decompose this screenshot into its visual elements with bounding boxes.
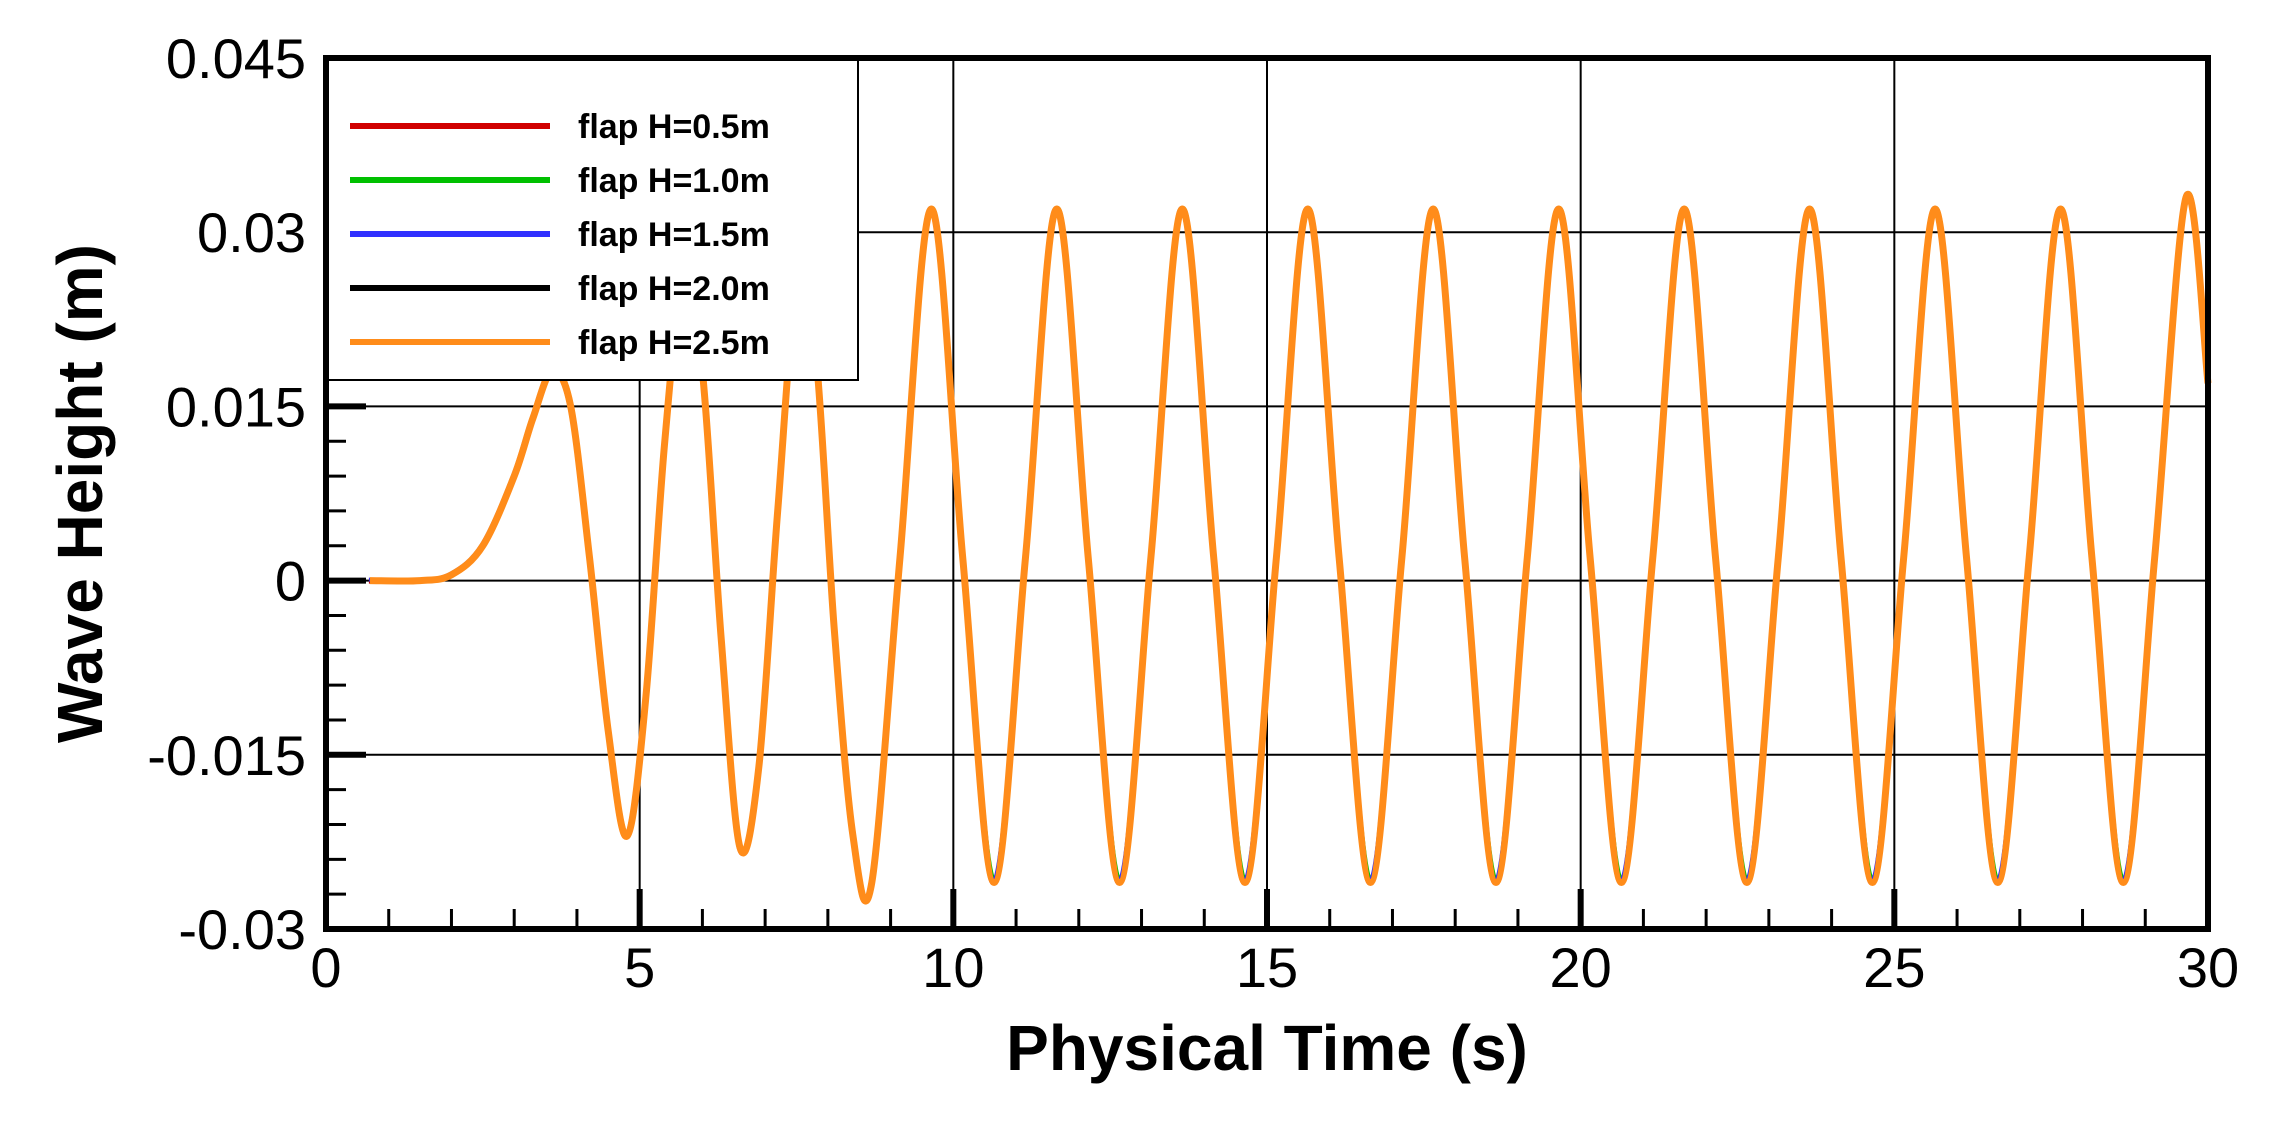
- y-tick-label: 0.045: [166, 27, 306, 90]
- y-tick-label: -0.03: [178, 898, 306, 961]
- legend-box: [327, 59, 859, 381]
- series-line: [369, 190, 2212, 905]
- x-tick-label: 30: [2177, 936, 2239, 999]
- x-axis-title: Physical Time (s): [1006, 1012, 1528, 1084]
- legend-label: flap H=1.0m: [578, 162, 770, 200]
- x-tick-label: 25: [1863, 936, 1925, 999]
- x-tick-label: 20: [1550, 936, 1612, 999]
- legend-label: flap H=0.5m: [578, 108, 770, 146]
- series-layer: [368, 190, 2212, 905]
- y-axis-title: Wave Height (m): [44, 244, 116, 743]
- y-tick-label: 0.015: [166, 375, 306, 438]
- x-tick-label: 5: [624, 936, 655, 999]
- legend: flap H=0.5m flap H=1.0m flap H=1.5m flap H=…: [327, 59, 859, 381]
- y-tick-label: 0: [275, 550, 306, 613]
- y-tick-label: 0.03: [197, 201, 306, 264]
- tick-layer: 0 5 10 15 20 25 30 -0.03 -0.015 0 0.015 0.03 0.045: [147, 27, 2239, 999]
- legend-label: flap H=2.0m: [578, 270, 770, 308]
- x-tick-label: 0: [310, 936, 341, 999]
- legend-label: flap H=2.5m: [578, 324, 770, 362]
- legend-label: flap H=1.5m: [578, 216, 770, 254]
- x-tick-label: 15: [1236, 936, 1298, 999]
- x-tick-label: 10: [922, 936, 984, 999]
- y-tick-label: -0.015: [147, 724, 306, 787]
